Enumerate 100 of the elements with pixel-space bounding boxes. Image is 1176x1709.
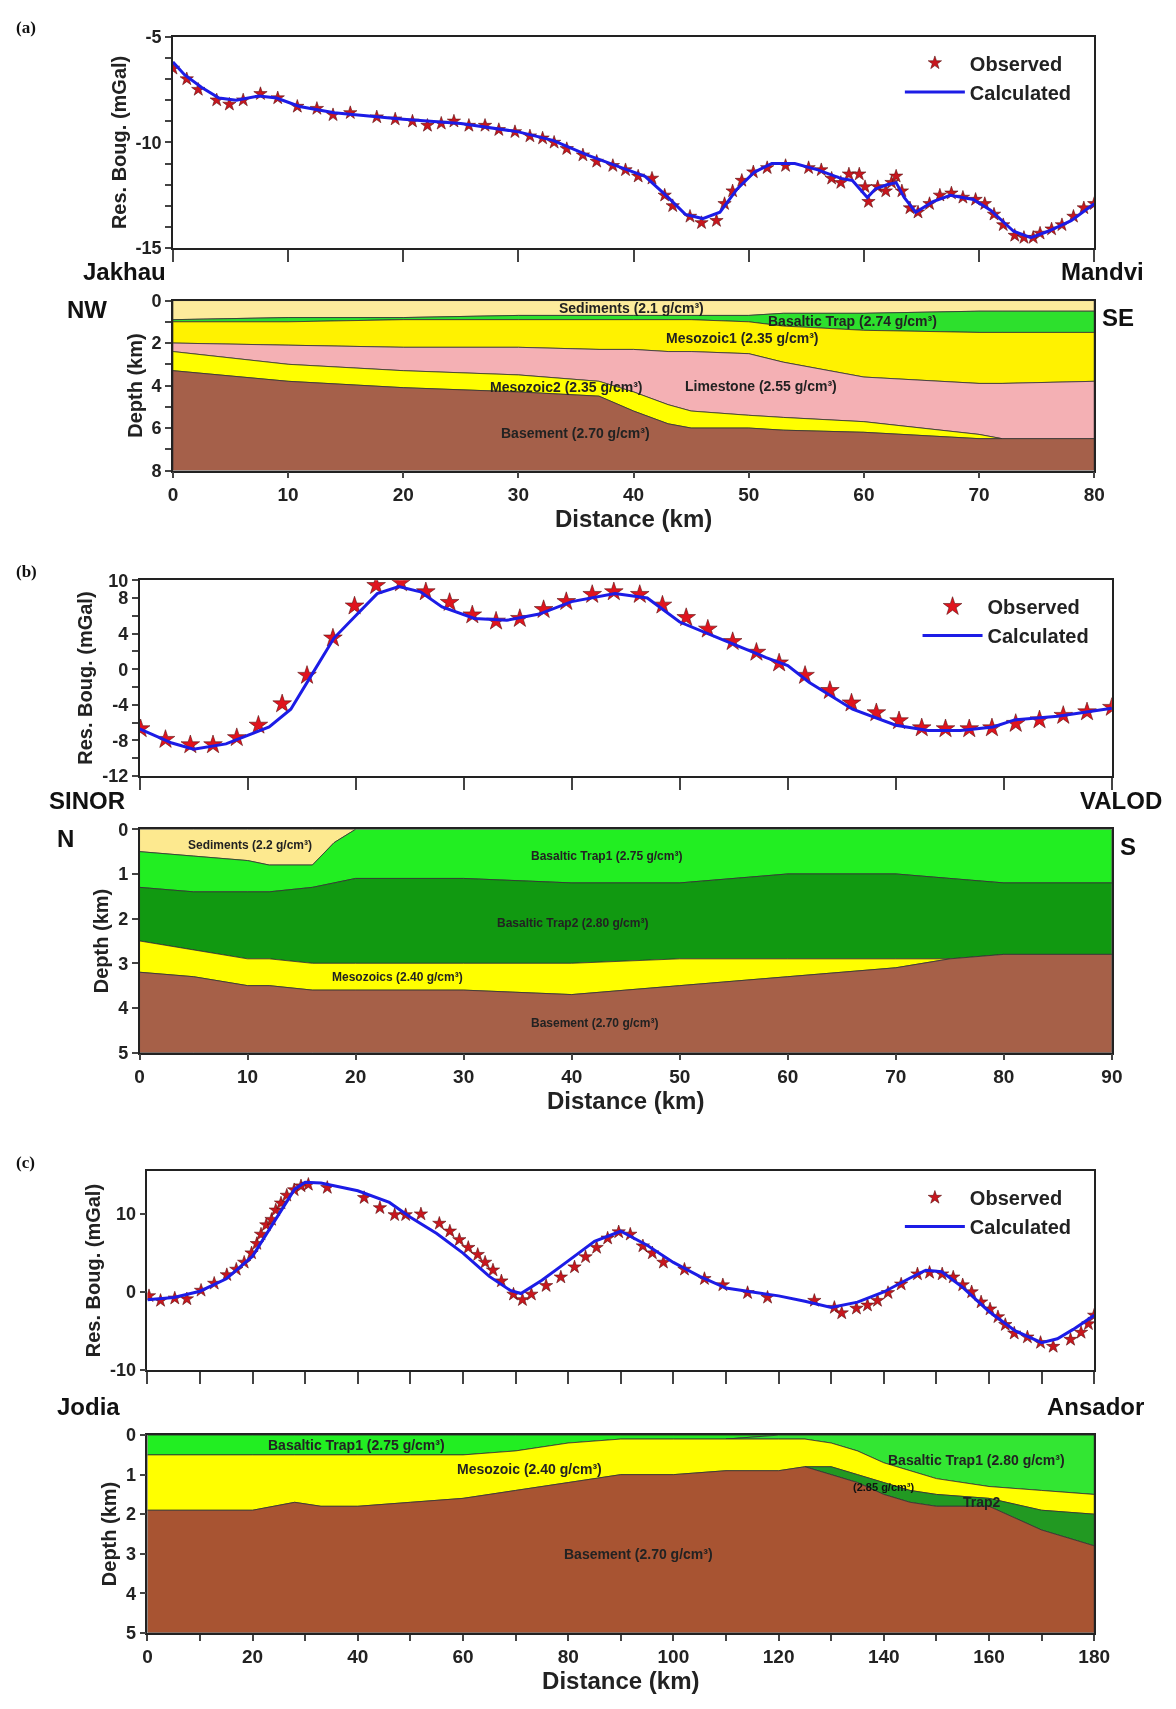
x-tick-label: 10 xyxy=(277,484,299,506)
series-label: Basement (2.70 g/cm³) xyxy=(531,1016,659,1030)
series-label: Mesozoics (2.40 g/cm³) xyxy=(332,970,463,984)
y-tick-label: -8 xyxy=(112,730,129,751)
legend-label: Observed xyxy=(987,596,1080,619)
series-label: Basaltic Trap2 (2.80 g/cm³) xyxy=(497,916,649,930)
text: S xyxy=(1120,833,1137,860)
legend-label: Calculated xyxy=(987,625,1089,648)
x-tick-label: 40 xyxy=(561,1066,583,1088)
x-tick-label: 50 xyxy=(738,484,760,506)
x-tick-label: 80 xyxy=(557,1646,579,1668)
x-tick-label: 70 xyxy=(885,1066,907,1088)
x-axis-title: Distance (km) xyxy=(542,1667,700,1695)
x-tick-label: 50 xyxy=(669,1066,691,1088)
x-axis-title: Distance (km) xyxy=(547,1087,705,1115)
y-tick-label: 10 xyxy=(116,1204,137,1225)
y-tick-label: 1 xyxy=(118,864,129,885)
series-label: Trap2 xyxy=(963,1494,1001,1510)
y-tick-label: 4 xyxy=(118,623,129,644)
y-tick-label: 0 xyxy=(126,1425,137,1446)
x-tick-label: 10 xyxy=(237,1066,259,1088)
x-tick-label: 40 xyxy=(623,484,645,506)
text: Jakhau xyxy=(83,258,166,285)
y-tick-label: 0 xyxy=(151,290,162,311)
y-axis-title: Depth (km) xyxy=(123,333,146,438)
y-tick-label: -10 xyxy=(110,1360,137,1381)
point xyxy=(344,595,365,615)
series-label: Basaltic Trap1 (2.75 g/cm³) xyxy=(531,849,683,863)
y-tick-label: 2 xyxy=(118,908,129,929)
text: VALOD xyxy=(1080,787,1163,814)
x-tick-label: 20 xyxy=(392,484,414,506)
y-tick-label: 0 xyxy=(126,1282,137,1303)
x-tick-label: 80 xyxy=(993,1066,1015,1088)
text: N xyxy=(57,825,75,852)
y-tick-label: 2 xyxy=(151,333,162,354)
y-tick-label: 5 xyxy=(118,1042,129,1063)
y-tick-label: 8 xyxy=(151,460,162,481)
series-label: Basement (2.70 g/cm³) xyxy=(564,1546,713,1562)
x-tick-label: 180 xyxy=(1078,1646,1111,1668)
x-tick-label: 160 xyxy=(973,1646,1005,1668)
y-tick-label: 4 xyxy=(118,998,129,1019)
x-axis-title: Distance (km) xyxy=(554,505,713,533)
legend-label: Observed xyxy=(969,1187,1063,1210)
point xyxy=(676,607,696,626)
y-tick-label: 1 xyxy=(126,1464,137,1485)
y-tick-label: 0 xyxy=(118,819,129,840)
y-axis-title: Depth (km) xyxy=(98,1481,121,1587)
legend-label: Calculated xyxy=(969,81,1072,104)
y-tick-label: 4 xyxy=(126,1583,137,1604)
legend-label: Calculated xyxy=(969,1216,1072,1239)
series-label: Mesozoic1 (2.35 g/cm³) xyxy=(666,330,819,346)
point xyxy=(439,592,460,611)
series-label: Mesozoic (2.40 g/cm³) xyxy=(457,1461,602,1477)
text: (b) xyxy=(16,562,37,581)
y-axis-title: Depth (km) xyxy=(90,888,113,994)
series-label: Sediments (2.1 g/cm³) xyxy=(559,300,704,316)
y-tick-label: 2 xyxy=(126,1504,137,1525)
y-tick-label: 3 xyxy=(126,1544,137,1565)
x-tick-label: 20 xyxy=(242,1646,264,1668)
text: NW xyxy=(67,296,108,323)
text: Mandvi xyxy=(1061,258,1144,285)
x-tick-label: 100 xyxy=(657,1646,690,1668)
y-axis-title: Res. Boug. (mGal) xyxy=(107,55,130,230)
series-label: Sediments (2.2 g/cm³) xyxy=(188,838,313,852)
series-label: Limestone (2.55 g/cm³) xyxy=(685,378,837,394)
y-tick-label: 3 xyxy=(118,953,129,974)
x-tick-label: 60 xyxy=(452,1646,474,1668)
y-tick-label: -15 xyxy=(135,238,162,259)
y-tick-label: -4 xyxy=(112,695,129,716)
y-axis-title: Res. Boug. (mGal) xyxy=(74,591,97,765)
x-tick-label: 80 xyxy=(1083,484,1105,506)
point xyxy=(248,715,269,734)
series-label: Basaltic Trap1 (2.75 g/cm³) xyxy=(268,1437,445,1453)
series-label: Basaltic Trap (2.74 g/cm³) xyxy=(768,313,937,329)
y-tick-label: -12 xyxy=(102,766,129,787)
x-tick-label: 60 xyxy=(777,1066,799,1088)
x-tick-label: 20 xyxy=(345,1066,367,1088)
x-tick-label: 60 xyxy=(853,484,875,506)
y-tick-label: 5 xyxy=(126,1623,137,1644)
y-tick-label: 4 xyxy=(151,375,162,396)
y-tick-label: 6 xyxy=(151,418,162,439)
text: (a) xyxy=(16,18,36,37)
y-tick-label: -5 xyxy=(145,26,162,47)
text: Jodia xyxy=(57,1393,121,1420)
series-label: Basement (2.70 g/cm³) xyxy=(501,425,650,441)
x-tick-label: 30 xyxy=(453,1066,475,1088)
text: SINOR xyxy=(49,787,126,814)
x-tick-label: 0 xyxy=(167,484,179,506)
legend-label: Observed xyxy=(969,52,1063,75)
text: SE xyxy=(1102,304,1135,331)
series-label: Basaltic Trap1 (2.80 g/cm³) xyxy=(888,1452,1065,1468)
y-tick-label: 10 xyxy=(108,570,129,591)
x-tick-label: 120 xyxy=(762,1646,795,1668)
x-tick-label: 90 xyxy=(1101,1066,1123,1088)
y-tick-label: 0 xyxy=(118,659,129,680)
y-tick-label: 8 xyxy=(118,588,129,609)
y-tick-label: -10 xyxy=(135,132,162,153)
x-tick-label: 140 xyxy=(867,1646,900,1668)
x-tick-label: 70 xyxy=(968,484,990,506)
text: (c) xyxy=(16,1153,35,1172)
